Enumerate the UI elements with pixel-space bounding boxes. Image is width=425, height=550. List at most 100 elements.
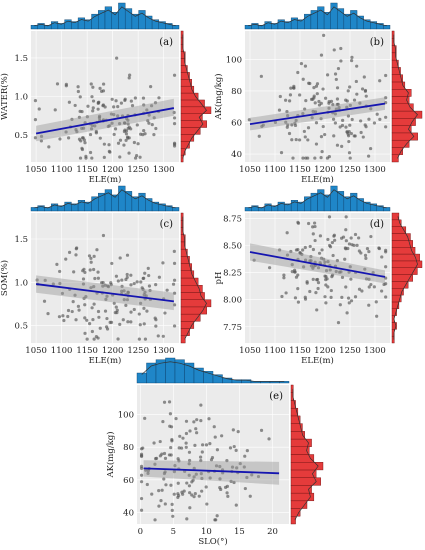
data-point	[135, 280, 139, 284]
data-point	[324, 277, 328, 282]
x-tick-label: 1250	[127, 346, 149, 356]
x-axis-label: ELE(m)	[301, 174, 334, 185]
top-histogram	[244, 185, 391, 212]
data-point	[360, 87, 365, 91]
data-point	[320, 149, 324, 154]
data-point	[346, 132, 350, 136]
data-point	[340, 236, 344, 240]
data-point	[234, 448, 238, 452]
x-tick-label: 1100	[51, 346, 73, 356]
data-point	[338, 303, 342, 307]
data-point	[324, 269, 329, 273]
data-point	[230, 465, 235, 469]
data-point	[33, 136, 38, 140]
data-point	[208, 476, 212, 480]
data-point	[116, 337, 120, 341]
data-point	[311, 277, 315, 281]
data-point	[328, 243, 332, 248]
data-point	[172, 278, 177, 282]
data-point	[85, 337, 89, 341]
data-point	[190, 480, 194, 484]
top-histogram	[30, 2, 180, 30]
data-point	[66, 314, 70, 319]
data-point	[138, 323, 142, 327]
data-point	[193, 491, 197, 496]
data-point	[311, 109, 315, 113]
data-point	[375, 314, 379, 318]
side-histogram	[180, 30, 212, 163]
data-point	[280, 294, 284, 299]
data-point	[192, 475, 196, 479]
data-point	[172, 116, 177, 120]
data-point	[332, 134, 336, 138]
data-point	[185, 517, 189, 521]
data-point	[359, 251, 363, 255]
top-hist-bar	[172, 207, 180, 212]
data-point	[364, 256, 368, 260]
top-histogram	[30, 185, 180, 212]
data-point	[194, 472, 198, 476]
data-point	[367, 277, 371, 281]
data-point	[338, 125, 342, 129]
data-point	[331, 117, 336, 121]
data-point	[296, 70, 300, 75]
data-point	[57, 315, 62, 319]
data-point	[172, 249, 176, 253]
data-point	[290, 263, 294, 267]
data-point	[347, 242, 352, 246]
data-point	[124, 129, 129, 133]
data-point	[74, 253, 78, 257]
data-point	[153, 462, 157, 466]
data-point	[74, 318, 78, 322]
data-point	[313, 224, 317, 229]
data-point	[147, 284, 152, 288]
scatter-points	[247, 33, 388, 160]
data-point	[163, 311, 167, 315]
data-point	[64, 257, 68, 261]
data-point	[172, 303, 177, 307]
data-point	[218, 477, 222, 481]
data-point	[159, 499, 163, 503]
data-point	[359, 130, 363, 135]
data-point	[37, 107, 41, 111]
x-tick-label: 0	[138, 527, 143, 537]
data-point	[103, 105, 107, 109]
panel-4: 0 5 10 15 20 40 60 80 100 (e) SLO(°) AK(mg/kg)	[105, 357, 324, 547]
data-point	[344, 215, 348, 219]
data-point	[375, 112, 379, 116]
data-point	[324, 301, 328, 305]
data-point	[296, 247, 300, 252]
data-point	[141, 96, 146, 100]
data-point	[312, 85, 316, 90]
data-point	[158, 439, 162, 444]
data-point	[323, 295, 327, 299]
panel-label: (d)	[370, 219, 384, 230]
data-point	[142, 103, 146, 107]
data-point	[349, 277, 353, 281]
data-point	[199, 419, 203, 423]
data-point	[257, 134, 261, 138]
x-tick-label: 1050	[25, 165, 47, 175]
data-point	[90, 306, 94, 310]
data-point	[185, 481, 189, 485]
data-point	[85, 318, 89, 322]
data-point	[261, 123, 265, 127]
data-point	[64, 130, 68, 134]
data-point	[200, 450, 204, 454]
data-point	[115, 310, 119, 315]
data-point	[234, 503, 238, 507]
x-tick-label: 1200	[314, 346, 336, 356]
data-point	[145, 309, 149, 313]
data-point	[118, 256, 122, 260]
data-point	[96, 100, 100, 105]
data-point	[103, 283, 107, 287]
data-point	[384, 248, 388, 253]
data-point	[335, 97, 340, 101]
data-point	[303, 107, 307, 111]
data-point	[250, 473, 254, 477]
data-point	[278, 94, 282, 99]
data-point	[247, 118, 251, 122]
data-point	[177, 446, 181, 450]
data-point	[157, 504, 161, 508]
data-point	[329, 295, 333, 299]
